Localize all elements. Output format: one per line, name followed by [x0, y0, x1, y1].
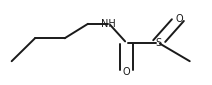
Text: O: O — [122, 67, 130, 77]
Text: O: O — [175, 14, 183, 24]
Text: S: S — [155, 37, 161, 48]
Text: NH: NH — [101, 19, 116, 29]
